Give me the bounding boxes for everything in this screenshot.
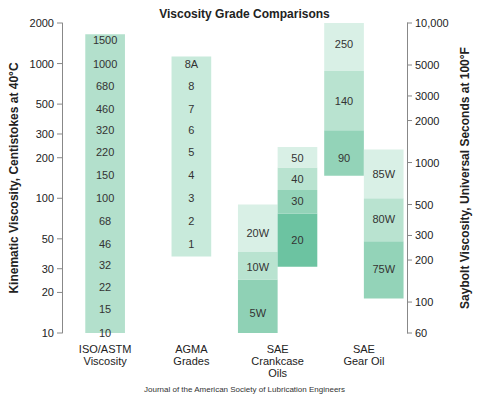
svg-text:3000: 3000 (415, 90, 439, 102)
svg-text:Viscosity Grade Comparisons: Viscosity Grade Comparisons (159, 7, 330, 21)
svg-text:4: 4 (188, 169, 194, 181)
svg-text:20W: 20W (246, 227, 269, 239)
svg-text:40: 40 (291, 173, 303, 185)
svg-text:200: 200 (415, 254, 433, 266)
svg-text:85W: 85W (372, 168, 395, 180)
svg-text:20: 20 (291, 234, 303, 246)
svg-text:SAE: SAE (353, 343, 375, 355)
svg-text:200: 200 (36, 152, 54, 164)
svg-text:7: 7 (188, 103, 194, 115)
svg-text:100: 100 (415, 296, 433, 308)
svg-text:1000: 1000 (415, 157, 439, 169)
svg-text:5: 5 (188, 146, 194, 158)
svg-text:220: 220 (96, 146, 114, 158)
svg-text:Kinematic Viscosity, Centistok: Kinematic Viscosity, Centistokes at 40°C (7, 62, 21, 293)
svg-text:500: 500 (415, 199, 433, 211)
svg-text:68: 68 (99, 215, 111, 227)
svg-text:5000: 5000 (415, 59, 439, 71)
svg-text:300: 300 (36, 128, 54, 140)
svg-text:8: 8 (188, 80, 194, 92)
svg-text:10W: 10W (246, 261, 269, 273)
svg-text:2000: 2000 (30, 17, 54, 29)
svg-text:50: 50 (42, 233, 54, 245)
svg-text:22: 22 (99, 281, 111, 293)
svg-text:50: 50 (291, 152, 303, 164)
svg-text:32: 32 (99, 259, 111, 271)
svg-text:AGMA: AGMA (175, 343, 208, 355)
svg-text:30: 30 (42, 263, 54, 275)
svg-text:Journal of the American Societ: Journal of the American Society of Lubri… (144, 385, 345, 394)
svg-text:6: 6 (188, 124, 194, 136)
svg-text:90: 90 (338, 152, 350, 164)
svg-text:10: 10 (99, 327, 111, 339)
svg-text:15: 15 (99, 303, 111, 315)
svg-text:80W: 80W (372, 213, 395, 225)
svg-text:150: 150 (96, 169, 114, 181)
svg-text:Saybolt Viscosity, Universal S: Saybolt Viscosity, Universal Seconds at … (458, 47, 472, 309)
svg-text:2: 2 (188, 215, 194, 227)
svg-text:30: 30 (291, 195, 303, 207)
svg-text:3: 3 (188, 192, 194, 204)
svg-text:10,000: 10,000 (415, 17, 449, 29)
svg-text:1: 1 (188, 238, 194, 250)
svg-text:1000: 1000 (30, 58, 54, 70)
svg-text:140: 140 (335, 95, 353, 107)
svg-text:500: 500 (36, 98, 54, 110)
svg-text:100: 100 (36, 192, 54, 204)
svg-text:Grades: Grades (173, 355, 210, 367)
svg-text:8A: 8A (185, 58, 199, 70)
svg-text:10: 10 (42, 327, 54, 339)
svg-text:46: 46 (99, 238, 111, 250)
svg-text:250: 250 (335, 38, 353, 50)
svg-text:320: 320 (96, 124, 114, 136)
svg-text:60: 60 (415, 327, 427, 339)
svg-text:680: 680 (96, 80, 114, 92)
svg-text:100: 100 (96, 192, 114, 204)
svg-text:Crankcase: Crankcase (251, 355, 304, 367)
svg-text:75W: 75W (372, 263, 395, 275)
svg-text:5W: 5W (250, 307, 267, 319)
svg-text:1500: 1500 (93, 34, 117, 46)
svg-text:Gear Oil: Gear Oil (343, 355, 384, 367)
svg-text:2000: 2000 (415, 115, 439, 127)
svg-text:300: 300 (415, 229, 433, 241)
svg-text:460: 460 (96, 103, 114, 115)
svg-text:Viscosity: Viscosity (84, 355, 128, 367)
svg-text:20: 20 (42, 286, 54, 298)
svg-text:1000: 1000 (93, 58, 117, 70)
svg-text:ISO/ASTM: ISO/ASTM (79, 343, 132, 355)
svg-text:Oils: Oils (268, 367, 287, 379)
svg-text:SAE: SAE (267, 343, 289, 355)
